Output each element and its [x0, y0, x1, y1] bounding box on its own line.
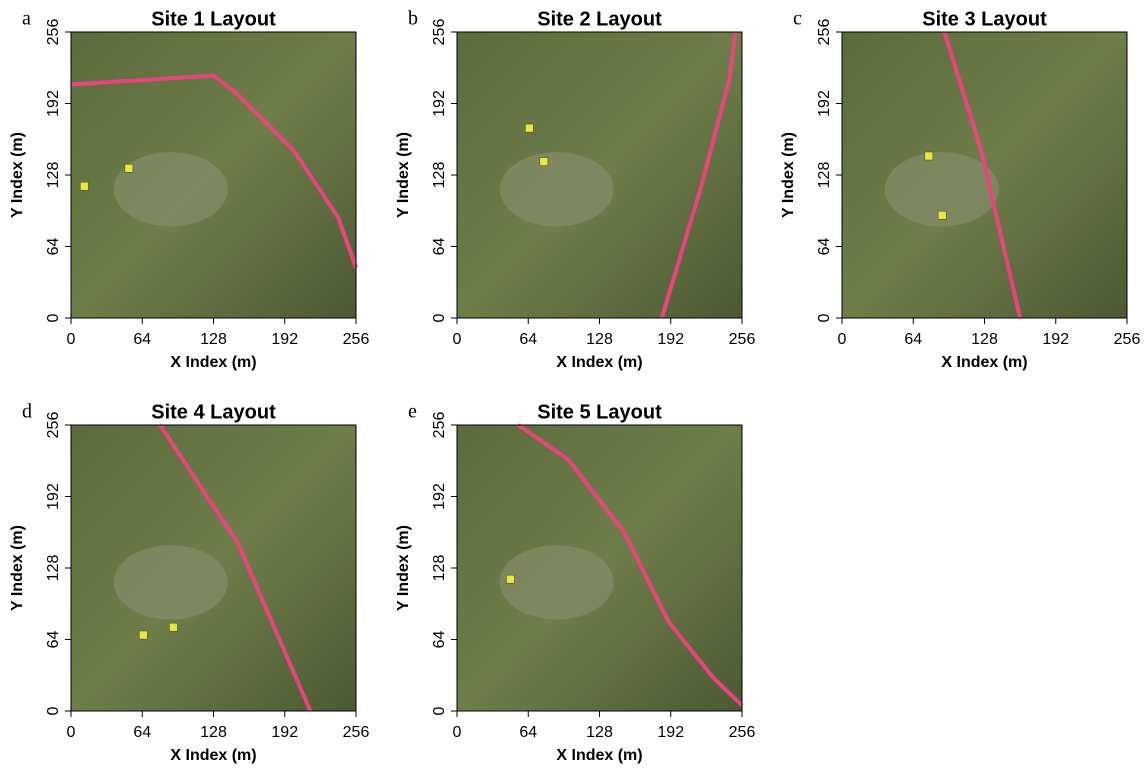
plot-frame — [70, 424, 357, 712]
plot-frame — [456, 31, 743, 319]
panel-letter: b — [408, 8, 418, 30]
panel-letter: e — [408, 401, 417, 423]
y-tick-label: 0 — [431, 706, 448, 715]
x-tick-label: 256 — [729, 331, 756, 348]
y-tick-label: 0 — [816, 313, 833, 322]
chart-title: Site 1 Layout — [151, 8, 276, 30]
x-tick-label: 256 — [343, 724, 370, 741]
y-tick-label: 128 — [45, 555, 62, 582]
x-tick-label: 256 — [343, 331, 370, 348]
y-tick-label: 128 — [45, 162, 62, 189]
clearing — [499, 545, 614, 620]
x-axis-label: X Index (m) — [556, 354, 642, 371]
x-tick-label: 64 — [133, 331, 151, 348]
x-tick-label: 192 — [271, 331, 298, 348]
clearing — [499, 152, 614, 227]
x-tick-label: 0 — [453, 724, 462, 741]
x-tick-label: 0 — [67, 331, 76, 348]
x-tick-label: 64 — [904, 331, 922, 348]
x-tick-label: 0 — [67, 724, 76, 741]
y-tick-label: 128 — [816, 162, 833, 189]
x-axis-label: X Index (m) — [170, 354, 256, 371]
x-tick-label: 256 — [1114, 331, 1141, 348]
y-tick-label: 256 — [45, 412, 62, 439]
x-tick-label: 192 — [657, 331, 684, 348]
y-tick-label: 256 — [431, 412, 448, 439]
panel-letter: a — [22, 8, 31, 30]
x-tick-label: 64 — [133, 724, 151, 741]
x-tick-label: 64 — [519, 724, 537, 741]
y-tick-label: 256 — [431, 19, 448, 46]
x-tick-label: 128 — [586, 724, 613, 741]
equipment — [124, 164, 134, 173]
equipment — [539, 157, 549, 166]
y-tick-label: 192 — [431, 90, 448, 117]
plot-frame — [456, 424, 743, 712]
x-tick-label: 0 — [453, 331, 462, 348]
chart-title: Site 3 Layout — [922, 8, 1047, 30]
y-tick-label: 192 — [45, 483, 62, 510]
y-tick-label: 256 — [816, 19, 833, 46]
y-axis-label: Y Index (m) — [9, 132, 26, 218]
equipment — [139, 630, 148, 640]
pipeline — [659, 31, 738, 319]
y-axis-label: Y Index (m) — [395, 132, 412, 218]
x-tick-label: 128 — [200, 724, 227, 741]
x-tick-label: 192 — [657, 724, 684, 741]
y-axis-label: Y Index (m) — [780, 132, 797, 218]
x-tick-label: 192 — [1042, 331, 1069, 348]
clearing — [113, 545, 228, 620]
y-tick-label: 64 — [816, 238, 833, 256]
chart-title: Site 2 Layout — [537, 8, 662, 30]
x-tick-label: 128 — [971, 331, 998, 348]
y-tick-label: 64 — [45, 238, 62, 256]
equipment — [169, 622, 178, 632]
clearing — [884, 152, 999, 227]
y-tick-label: 64 — [431, 631, 448, 649]
y-tick-label: 192 — [431, 483, 448, 510]
y-tick-label: 64 — [45, 631, 62, 649]
x-tick-label: 0 — [838, 331, 847, 348]
y-tick-label: 256 — [45, 19, 62, 46]
y-axis-label: Y Index (m) — [9, 525, 26, 611]
y-tick-label: 64 — [431, 238, 448, 256]
x-tick-label: 192 — [271, 724, 298, 741]
y-tick-label: 128 — [431, 162, 448, 189]
y-tick-label: 0 — [45, 706, 62, 715]
y-tick-label: 128 — [431, 555, 448, 582]
equipment — [525, 123, 534, 133]
x-tick-label: 64 — [519, 331, 537, 348]
chart-title: Site 4 Layout — [151, 401, 276, 423]
x-tick-label: 128 — [586, 331, 613, 348]
pipeline — [70, 73, 358, 269]
equipment — [924, 151, 934, 161]
panel-letter: c — [793, 8, 802, 30]
chart-title: Site 5 Layout — [537, 401, 662, 423]
y-tick-label: 0 — [431, 313, 448, 322]
plot-frame — [841, 31, 1128, 319]
panel-letter: d — [22, 401, 32, 423]
x-axis-label: X Index (m) — [556, 747, 642, 764]
y-tick-label: 0 — [45, 313, 62, 322]
equipment — [506, 574, 515, 584]
clearing — [113, 152, 228, 227]
pipeline — [517, 423, 744, 707]
y-tick-label: 192 — [45, 90, 62, 117]
y-axis-label: Y Index (m) — [395, 525, 412, 611]
x-axis-label: X Index (m) — [941, 354, 1027, 371]
pipeline — [158, 423, 313, 712]
equipment — [937, 210, 947, 220]
pipeline — [942, 31, 1023, 319]
x-axis-label: X Index (m) — [170, 747, 256, 764]
x-tick-label: 128 — [200, 331, 227, 348]
y-tick-label: 192 — [816, 90, 833, 117]
plot-frame — [70, 31, 357, 319]
x-tick-label: 256 — [729, 724, 756, 741]
equipment — [80, 181, 89, 191]
